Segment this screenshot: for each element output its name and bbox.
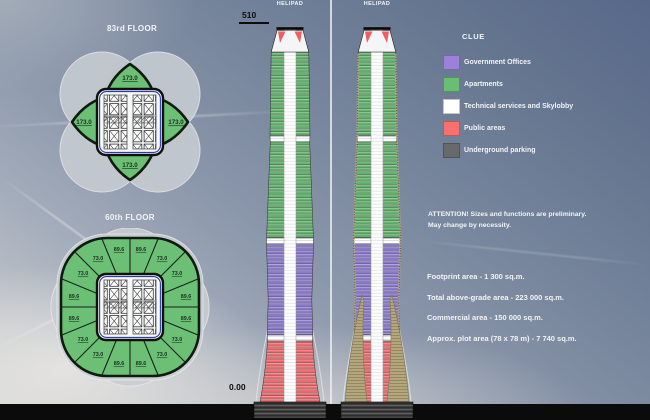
legend-swatch-public-areas [443,121,460,136]
svg-text:89.6: 89.6 [69,294,80,300]
tower-right-crown-red-wedge [365,31,373,43]
floor83-plan: 173.0 173.0 173.0 173.0 [59,51,201,193]
svg-text:73.0: 73.0 [157,352,168,358]
floor83-dim-left: 173.0 [76,119,92,126]
tower-left-crown-red-wedge [278,31,286,43]
legend-title: CLUE [462,32,485,41]
legend-label-public-areas: Public areas [464,125,506,132]
svg-text:89.6: 89.6 [69,316,80,322]
tower-left-crown [270,30,310,53]
floor60-core [95,272,165,342]
svg-text:73.0: 73.0 [93,256,104,262]
svg-text:89.6: 89.6 [181,316,192,322]
svg-text:73.0: 73.0 [93,352,104,358]
svg-text:89.6: 89.6 [136,361,147,367]
svg-text:89.6: 89.6 [114,247,125,253]
floor83-dim-bottom: 173.0 [122,162,138,169]
floor60-title: 60th FLOOR [105,213,155,222]
legend-label-apartments: Apartments [464,81,503,88]
height-dimension-underline [239,22,269,24]
tower-left-helipad-deck [276,27,304,30]
helipad-label-right: HELIPAD [363,1,391,7]
tower-right-crown [357,30,397,53]
tower-left-underground-parking [253,401,327,419]
floor60-dimension-labels: 89.6 73.0 73.0 89.6 89.6 73.0 73.0 89.6 … [69,247,192,367]
stat-commercial-area: Commercial area - 150 000 sq.m. [427,313,543,322]
svg-text:73.0: 73.0 [78,271,89,277]
stat-above-grade-area: Total above-grade area - 223 000 sq.m. [427,292,565,302]
tower-right-core-column [370,29,384,403]
area-statistics: Footprint area - 1 300 sq.m. Total above… [427,272,577,354]
svg-text:89.6: 89.6 [181,294,192,300]
floor83-dim-right: 173.0 [168,119,184,126]
floor83-core [95,87,165,157]
legend-label-government-offices: Government Offices [464,59,531,66]
svg-text:73.0: 73.0 [172,271,183,277]
legend-swatch-government-offices [443,55,460,70]
legend-swatch-apartments [443,77,460,92]
floor83-title: 83rd FLOOR [106,24,158,33]
svg-text:89.6: 89.6 [136,247,147,253]
tower-right-helipad-deck [363,27,391,30]
stat-plot-area: Approx. plot area (78 x 78 m) - 7 740 sq… [427,333,577,343]
attention-note: ATTENTION! Sizes and functions are preli… [428,209,638,231]
legend-swatch-technical-services [443,99,460,114]
helipad-label-left: HELIPAD [276,1,304,7]
panel-divider [330,0,332,404]
legend-swatch-underground-parking [443,143,460,158]
tower-left-crown-red-wedge [294,31,302,43]
attention-line-2: May change by necessity. [428,222,511,229]
floor60-plan: 89.6 73.0 73.0 89.6 89.6 73.0 73.0 89.6 … [50,228,210,387]
ground-level-label: 0.00 [229,382,246,392]
tower-left-core-column [283,29,297,403]
svg-text:73.0: 73.0 [78,337,89,343]
tower-right-diagrid-facade [352,53,402,341]
tower-left-elevation [253,27,327,419]
tower-right-elevation [340,27,414,419]
svg-text:73.0: 73.0 [172,337,183,343]
tower-right-underground-parking [340,401,414,419]
svg-text:73.0: 73.0 [157,256,168,262]
attention-line-1: ATTENTION! Sizes and functions are preli… [428,211,587,218]
floor83-dim-top: 173.0 [122,75,138,82]
svg-text:89.6: 89.6 [114,361,125,367]
tower-right-crown-red-wedge [381,31,389,43]
legend-label-underground-parking: Underground parking [464,147,536,154]
stat-footprint-area: Footprint area - 1 300 sq.m. [427,272,525,281]
legend-label-technical-services: Technical services and Skylobby [464,103,574,110]
height-dimension-label: 510 [242,10,257,20]
